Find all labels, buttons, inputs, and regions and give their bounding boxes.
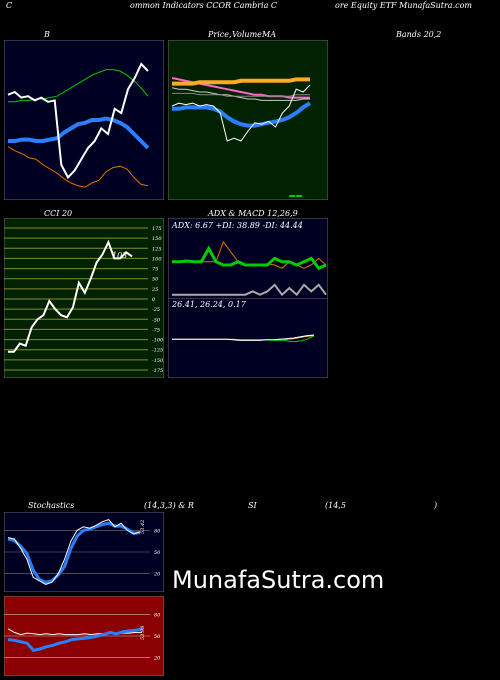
adx-chart bbox=[168, 218, 328, 300]
price-frame bbox=[168, 40, 328, 200]
rsi-panel: 80 50 20 53.98 bbox=[4, 596, 164, 676]
bollinger-frame bbox=[4, 40, 164, 200]
cci-tick-label: -125 bbox=[152, 348, 163, 354]
si-title: SI bbox=[248, 501, 257, 510]
cci-tick-label: -175 bbox=[152, 368, 163, 374]
price-title-c: MA bbox=[262, 30, 276, 39]
cci-panel: 175 150 125 100 75 50 25 0 -25 -50 -75 -100 -125 -150… bbox=[4, 218, 164, 378]
macd-panel: 26.41, 26.24, 0.17 bbox=[168, 298, 328, 378]
macd-chart bbox=[168, 298, 328, 378]
cci-title: CCI 20 bbox=[44, 209, 73, 218]
bands-right-title: Bands 20,2 bbox=[396, 30, 442, 39]
stoch-chart: 80 50 20 53.42 bbox=[4, 512, 164, 592]
price-chart bbox=[168, 40, 328, 200]
stoch-params: (14,3,3) & R bbox=[144, 501, 194, 510]
stoch-k-line bbox=[7, 519, 141, 585]
cci-line bbox=[8, 239, 133, 353]
stoch-panel: 80 50 20 53.42 bbox=[4, 512, 164, 592]
bollinger-panel bbox=[4, 40, 164, 200]
cci-tick-label: 150 bbox=[152, 236, 162, 242]
pv-ma-grey bbox=[171, 87, 310, 101]
bb-lower-band bbox=[7, 146, 149, 188]
adx-panel: ADX: 6.67 +DI: 38.89 -DI: 44.44 bbox=[168, 218, 328, 300]
pv-price-line bbox=[171, 84, 311, 142]
bands-title: B bbox=[44, 30, 50, 39]
rsi-chart: 80 50 20 53.98 bbox=[4, 596, 164, 676]
adx-frame bbox=[168, 218, 328, 300]
header-center: ommon Indicators CCOR Cambria C bbox=[130, 1, 278, 10]
cci-tick-label: -150 bbox=[152, 358, 164, 364]
stoch-tick-label: 80 bbox=[154, 528, 161, 534]
rsi-value-label: 53.98 bbox=[140, 626, 146, 640]
bb-upper-band bbox=[8, 69, 149, 103]
cci-tick-label: 175 bbox=[152, 226, 162, 232]
rsi-tick-label: 80 bbox=[154, 612, 161, 618]
cci-tick-label: 50 bbox=[152, 277, 159, 283]
stoch-title: Stochastics bbox=[28, 501, 75, 510]
stoch-tick-label: 20 bbox=[153, 572, 161, 578]
cci-tick-label: 100 bbox=[152, 256, 162, 262]
cci-tick-label: -50 bbox=[152, 317, 161, 323]
price-title-a: Price, bbox=[208, 30, 232, 39]
header-right: ore Equity ETF MunafaSutra.com bbox=[335, 1, 472, 10]
cci-tick-label: 125 bbox=[152, 246, 162, 252]
cci-frame bbox=[4, 218, 164, 378]
adx-line bbox=[172, 283, 327, 297]
adx-plus-di bbox=[172, 245, 327, 271]
pv-volume-bar bbox=[296, 195, 303, 197]
bollinger-chart bbox=[4, 40, 164, 200]
price-title-b: Volume bbox=[232, 30, 262, 39]
watermark: MunafaSutra.com bbox=[172, 566, 385, 594]
cci-value-label: 103 bbox=[112, 251, 127, 260]
pv-ma-blue bbox=[172, 101, 312, 128]
bb-middle-band bbox=[8, 116, 150, 150]
rsi-close: ) bbox=[434, 501, 438, 510]
stoch-d-line bbox=[7, 521, 141, 584]
price-panel bbox=[168, 40, 328, 200]
rsi-params: (14,5 bbox=[325, 501, 346, 510]
bb-price-line bbox=[7, 62, 149, 180]
rsi-tick-label: 20 bbox=[153, 656, 161, 662]
pv-ma-dark bbox=[172, 92, 310, 97]
stoch-tick-label: 50 bbox=[154, 550, 161, 556]
header-left: C bbox=[6, 1, 13, 10]
rsi-line bbox=[7, 627, 143, 653]
cci-tick-label: 75 bbox=[152, 267, 158, 273]
adx-macd-title: ADX & MACD 12,26,9 bbox=[208, 209, 298, 218]
adx-readout: ADX: 6.67 +DI: 38.89 -DI: 44.44 bbox=[172, 221, 303, 230]
macd-readout: 26.41, 26.24, 0.17 bbox=[172, 300, 246, 309]
cci-tick-label: 0 bbox=[152, 297, 156, 303]
cci-chart: 175 150 125 100 75 50 25 0 -25 -50 -75 -100 -125 -150… bbox=[4, 218, 164, 378]
cci-tick-label: 25 bbox=[151, 287, 158, 293]
macd-frame bbox=[168, 298, 328, 378]
stoch-value-label: 53.42 bbox=[140, 520, 146, 534]
macd-histogram bbox=[268, 335, 315, 343]
cci-tick-label: -75 bbox=[152, 327, 160, 333]
rsi-tick-label: 50 bbox=[154, 634, 161, 640]
pv-volume-bar bbox=[289, 195, 296, 197]
cci-tick-label: -25 bbox=[152, 307, 160, 313]
pv-ma-orange bbox=[172, 77, 310, 86]
macd-line bbox=[172, 334, 315, 341]
cci-tick-label: -100 bbox=[152, 338, 164, 344]
